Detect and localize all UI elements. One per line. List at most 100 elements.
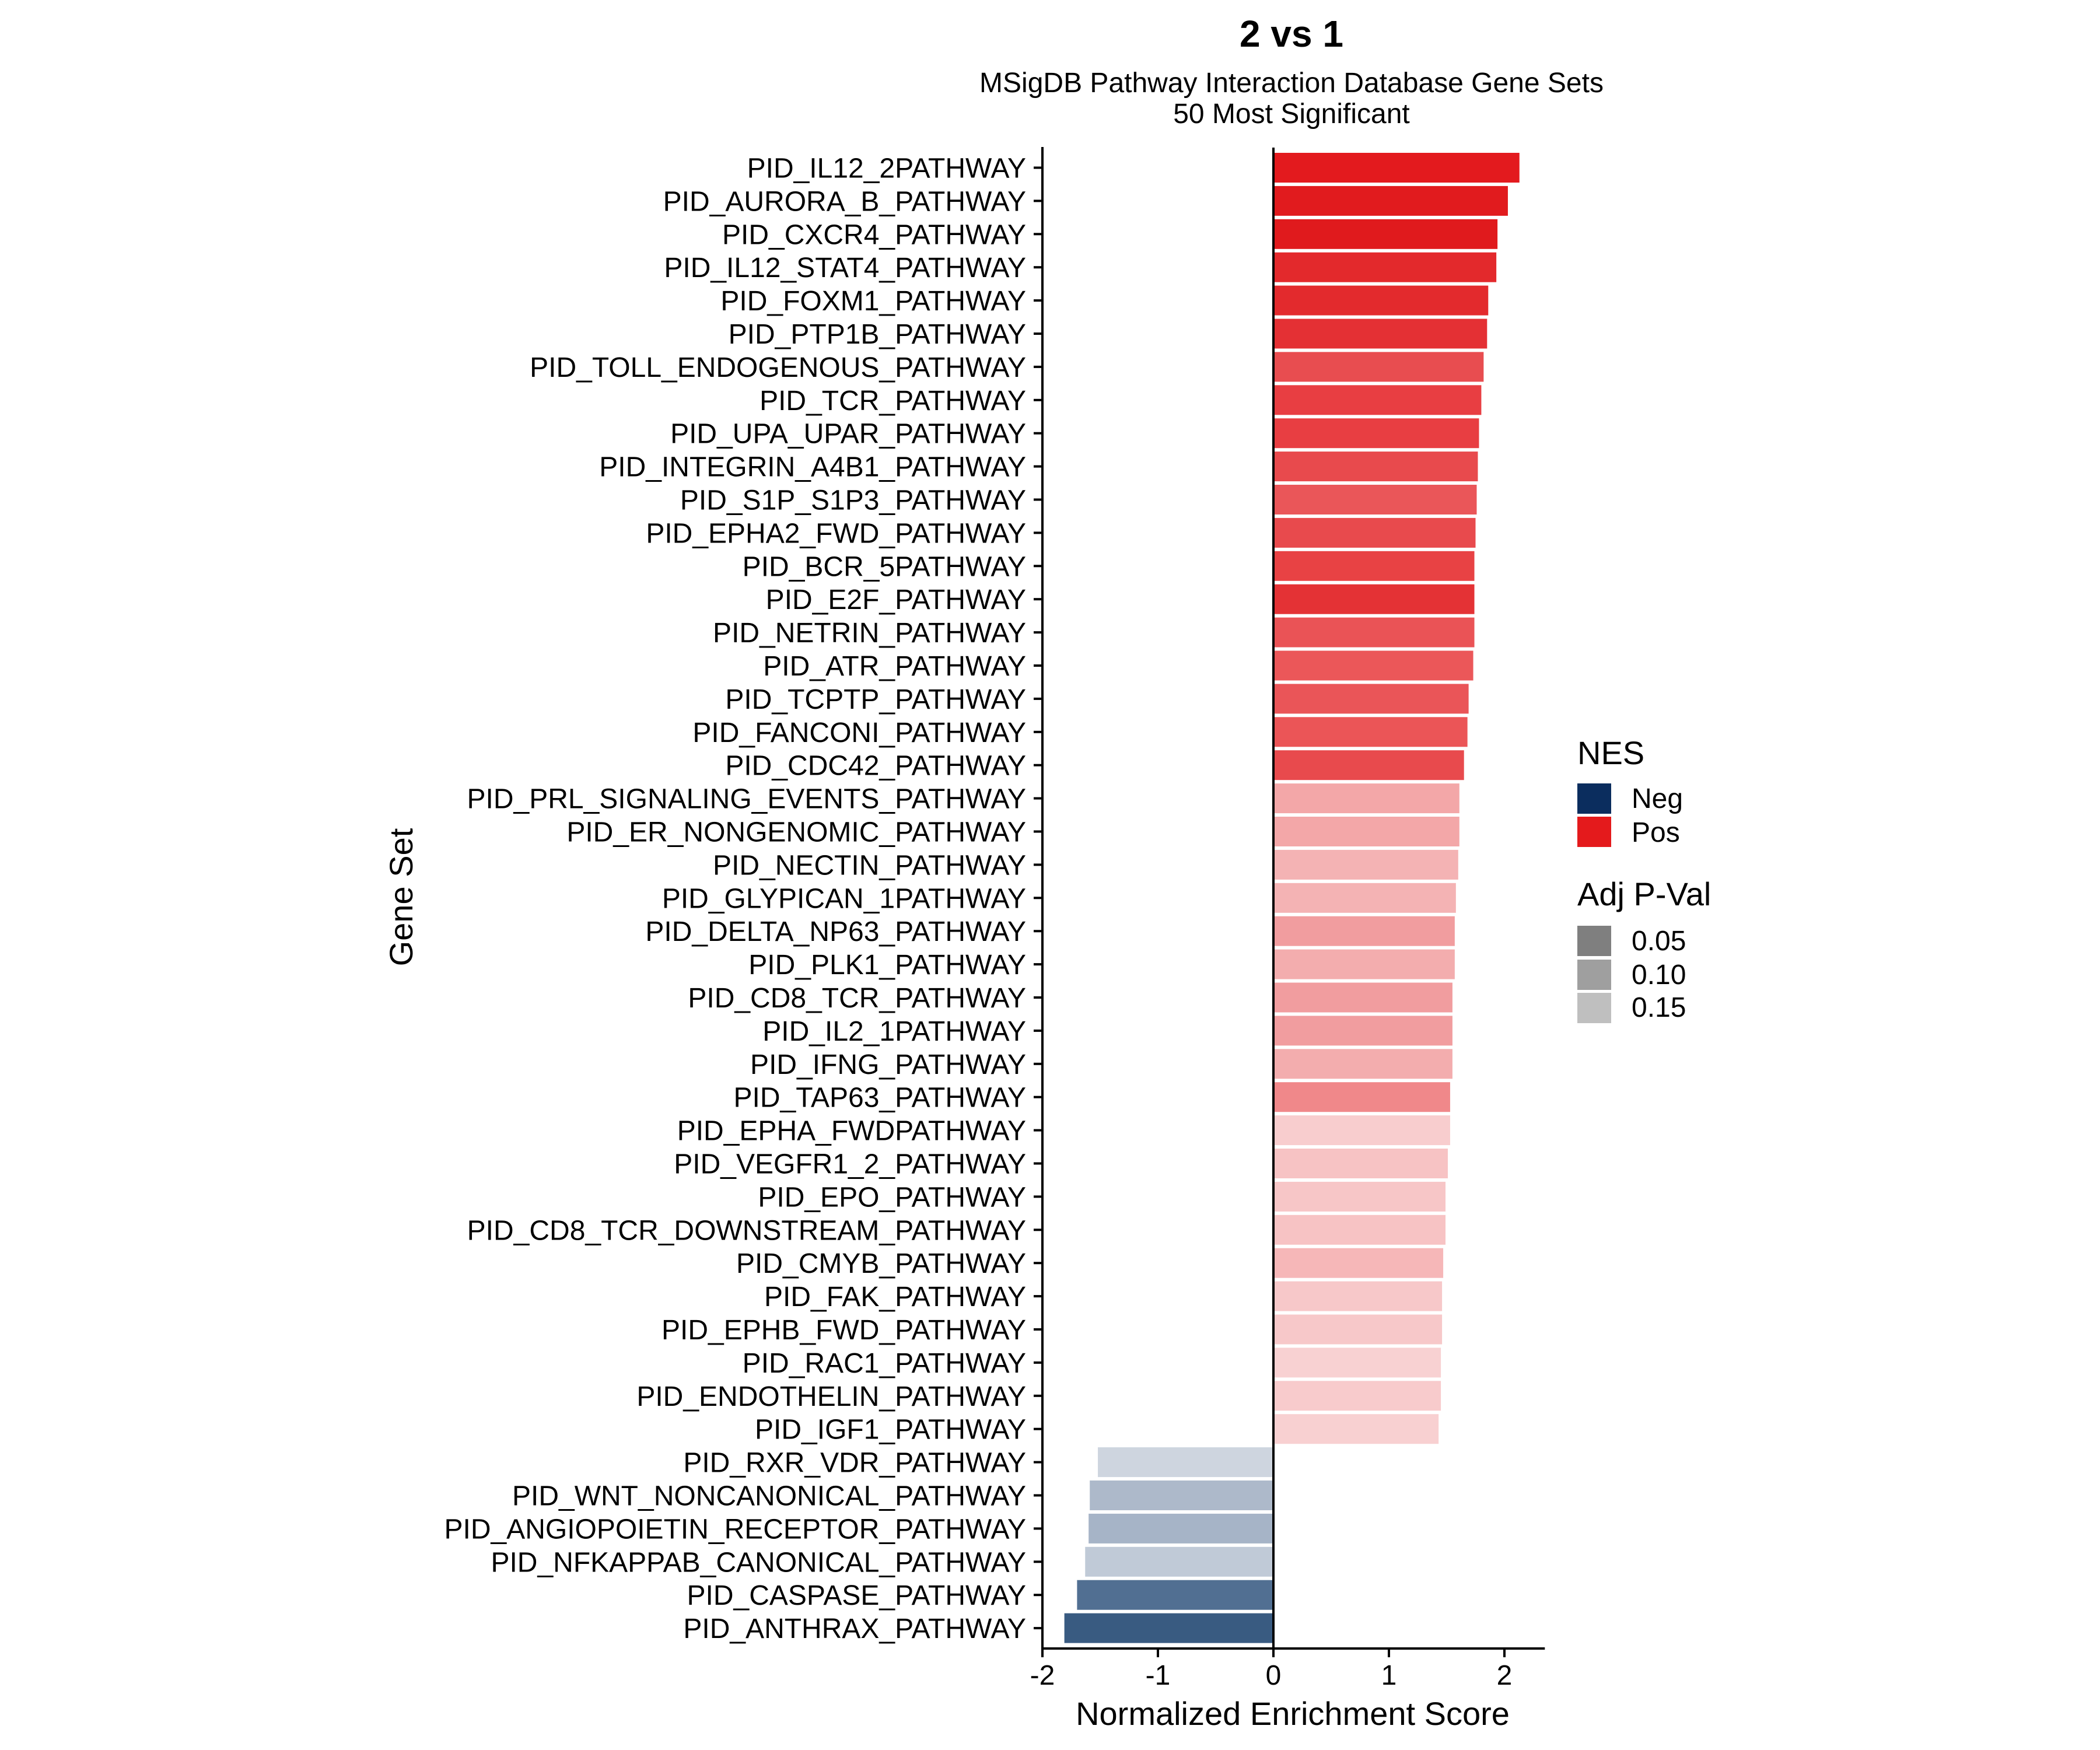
y-tick-label: PID_FOXM1_PATHWAY [720, 286, 1026, 317]
y-tick-label: PID_ANTHRAX_PATHWAY [683, 1614, 1026, 1644]
y-tick-label: PID_VEGFR1_2_PATHWAY [674, 1149, 1026, 1180]
bar-pid-endothelin-pathway [1273, 1381, 1441, 1411]
x-axis-ticks [1041, 1648, 1506, 1657]
bar-pid-prl-signaling-events-pathway [1273, 783, 1460, 814]
y-tick-label: PID_EPO_PATHWAY [758, 1182, 1026, 1213]
bar-pid-netrin-pathway [1273, 617, 1475, 648]
y-tick-label: PID_RAC1_PATHWAY [743, 1348, 1026, 1379]
legend-key-neg [1577, 783, 1611, 814]
y-tick-label: PID_CMYB_PATHWAY [736, 1248, 1026, 1279]
y-tick-label: PID_FANCONI_PATHWAY [692, 718, 1026, 748]
y-tick-label: PID_CD8_TCR_PATHWAY [688, 983, 1026, 1014]
x-tick-label: 0 [1266, 1660, 1282, 1691]
y-tick-label: PID_NFKAPPAB_CANONICAL_PATHWAY [491, 1547, 1026, 1578]
y-tick-label: PID_NECTIN_PATHWAY [713, 850, 1026, 881]
legend-group-nes: NES Neg Pos [1577, 734, 1683, 848]
bar-pid-ifng-pathway [1273, 1049, 1452, 1079]
y-tick-label: PID_IL12_2PATHWAY [747, 153, 1026, 184]
y-tick-label: PID_ENDOTHELIN_PATHWAY [636, 1381, 1026, 1412]
y-tick-label: PID_ANGIOPOIETIN_RECEPTOR_PATHWAY [444, 1514, 1026, 1545]
y-tick-label: PID_BCR_5PATHWAY [743, 551, 1026, 582]
bar-pid-cdc42-pathway [1273, 750, 1464, 780]
bar-pid-anthrax-pathway [1064, 1613, 1273, 1643]
bar-pid-er-nongenomic-pathway [1273, 817, 1460, 846]
bar-pid-tap63-pathway [1273, 1082, 1450, 1112]
y-tick-label: PID_TAP63_PATHWAY [734, 1083, 1026, 1114]
bar-pid-il12-2pathway [1273, 153, 1520, 183]
x-tick-label: -2 [1030, 1660, 1055, 1691]
bar-pid-rac1-pathway [1273, 1348, 1441, 1378]
bar-pid-fanconi-pathway [1273, 717, 1468, 747]
y-tick-label: PID_INTEGRIN_A4B1_PATHWAY [599, 452, 1026, 483]
legend-key-pos [1577, 817, 1611, 847]
y-tick-label: PID_IFNG_PATHWAY [750, 1049, 1026, 1080]
y-tick-label: PID_GLYPICAN_1PATHWAY [662, 883, 1026, 914]
bar-pid-upa-upar-pathway [1273, 418, 1479, 449]
y-tick-label: PID_E2F_PATHWAY [766, 584, 1026, 615]
bar-pid-tcptp-pathway [1273, 684, 1469, 714]
bar-pid-nectin-pathway [1273, 849, 1458, 880]
bar-pid-integrin-a4b1-pathway [1273, 452, 1478, 482]
y-tick-label: PID_ER_NONGENOMIC_PATHWAY [566, 817, 1026, 848]
y-tick-label: PID_PTP1B_PATHWAY [729, 319, 1026, 350]
bar-pid-rxr-vdr-pathway [1098, 1447, 1273, 1478]
bar-pid-aurora-b-pathway [1273, 186, 1508, 216]
y-tick-label: PID_PLK1_PATHWAY [748, 950, 1026, 981]
bar-pid-cd8-tcr-pathway [1273, 982, 1452, 1013]
legend-key-pval-010 [1577, 960, 1611, 990]
legend-key-pval-015 [1577, 993, 1611, 1023]
y-tick-label: PID_CDC42_PATHWAY [725, 751, 1026, 782]
x-tick-label: -1 [1146, 1660, 1171, 1691]
chart-subtitle-line-2: 50 Most Significant [1173, 99, 1410, 130]
y-tick-label: PID_EPHB_FWD_PATHWAY [662, 1315, 1026, 1346]
y-axis-title: Gene Set [383, 828, 419, 966]
bar-pid-epo-pathway [1273, 1181, 1446, 1212]
bar-pid-tcr-pathway [1273, 385, 1482, 415]
bar-pid-delta-np63-pathway [1273, 916, 1455, 946]
legend-title-adj-pval: Adj P-Val [1577, 876, 1711, 912]
bar-pid-angiopoietin-receptor-pathway [1088, 1513, 1273, 1544]
bar-pid-e2f-pathway [1273, 584, 1475, 614]
y-tick-label: PID_TOLL_ENDOGENOUS_PATHWAY [530, 352, 1026, 383]
bar-pid-fak-pathway [1273, 1281, 1443, 1311]
y-tick-label: PID_EPHA_FWDPATHWAY [677, 1116, 1026, 1147]
bar-pid-epha-fwdpathway [1273, 1115, 1450, 1146]
legend-group-adj-pval: Adj P-Val 0.05 0.10 0.15 [1577, 876, 1711, 1023]
y-tick-label: PID_TCR_PATHWAY [760, 386, 1026, 416]
y-tick-label: PID_PRL_SIGNALING_EVENTS_PATHWAY [467, 784, 1027, 815]
x-axis-title: Normalized Enrichment Score [1076, 1695, 1510, 1732]
y-tick-label: PID_ATR_PATHWAY [763, 651, 1026, 682]
bar-pid-il2-1pathway [1273, 1016, 1452, 1046]
y-tick-label: PID_AURORA_B_PATHWAY [663, 186, 1026, 217]
y-tick-label: PID_CD8_TCR_DOWNSTREAM_PATHWAY [467, 1215, 1026, 1246]
y-axis-tick-labels: PID_IL12_2PATHWAYPID_AURORA_B_PATHWAYPID… [444, 153, 1026, 1645]
y-tick-label: PID_TCPTP_PATHWAY [725, 684, 1026, 715]
bar-pid-plk1-pathway [1273, 949, 1455, 979]
bar-pid-s1p-s1p3-pathway [1273, 485, 1477, 514]
bar-pid-toll-endogenous-pathway [1273, 352, 1484, 382]
bar-pid-foxm1-pathway [1273, 285, 1489, 316]
bar-pid-glypican-1pathway [1273, 883, 1456, 913]
legend-title-nes: NES [1577, 734, 1644, 771]
y-tick-label: PID_EPHA2_FWD_PATHWAY [646, 518, 1026, 549]
bar-pid-vegfr1-2-pathway [1273, 1149, 1448, 1178]
y-tick-label: PID_RXR_VDR_PATHWAY [683, 1448, 1026, 1479]
chart-title: 2 vs 1 [1240, 13, 1343, 55]
bar-pid-cmyb-pathway [1273, 1248, 1444, 1278]
x-tick-label: 1 [1381, 1660, 1397, 1691]
bar-pid-epha2-fwd-pathway [1273, 517, 1476, 548]
y-tick-label: PID_IGF1_PATHWAY [755, 1415, 1026, 1446]
y-tick-label: PID_NETRIN_PATHWAY [713, 618, 1026, 649]
y-axis-ticks [1034, 166, 1042, 1630]
x-tick-label: 2 [1497, 1660, 1513, 1691]
legend: NES Neg Pos Adj P-Val 0.05 0.10 0.15 [1577, 734, 1711, 1023]
y-tick-label: PID_DELTA_NP63_PATHWAY [645, 916, 1026, 947]
bar-pid-atr-pathway [1273, 650, 1474, 681]
bar-pid-ptp1b-pathway [1273, 318, 1488, 349]
y-tick-label: PID_FAK_PATHWAY [764, 1282, 1026, 1312]
bar-pid-cxcr4-pathway [1273, 219, 1498, 249]
y-tick-label: PID_CASPASE_PATHWAY [687, 1580, 1026, 1611]
y-tick-label: PID_IL12_STAT4_PATHWAY [664, 253, 1026, 284]
y-tick-label: PID_CXCR4_PATHWAY [722, 219, 1026, 250]
